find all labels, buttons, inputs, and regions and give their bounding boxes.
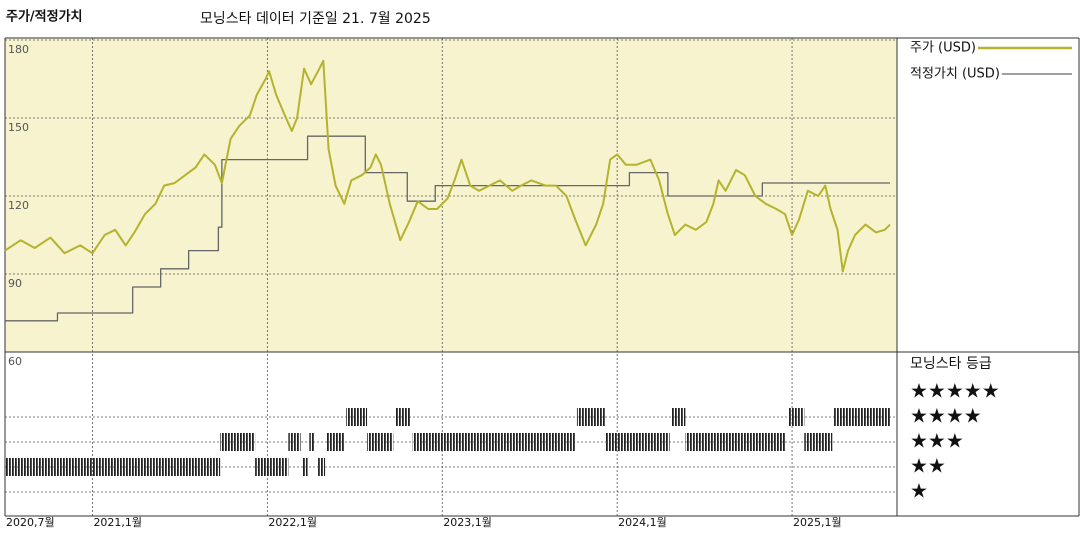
rating-bar bbox=[346, 408, 368, 426]
rating-bar bbox=[834, 408, 891, 426]
rating-label: ★★ bbox=[910, 454, 946, 478]
rating-title: 모닝스타 등급 bbox=[910, 356, 992, 372]
rating-bar bbox=[788, 408, 805, 426]
chart-subtitle: 모닝스타 데이터 기준일 21. 7월 2025 bbox=[200, 11, 431, 27]
rating-bar bbox=[220, 433, 256, 451]
plot-background bbox=[5, 38, 897, 352]
series-line bbox=[4, 59, 891, 273]
x-tick-label: 2021,1월 bbox=[93, 516, 142, 529]
rating-bar bbox=[395, 408, 411, 426]
rating-bar bbox=[367, 433, 394, 451]
series-line bbox=[5, 135, 891, 322]
rating-label: ★★★ bbox=[910, 429, 964, 453]
rating-bar bbox=[318, 458, 326, 476]
rating-bar bbox=[288, 433, 301, 451]
x-tick-label: 2022,1월 bbox=[268, 516, 317, 529]
rating-bar bbox=[412, 433, 576, 451]
rating-bar bbox=[804, 433, 833, 451]
rating-bar bbox=[685, 433, 786, 451]
rating-bar bbox=[302, 458, 308, 476]
legend-label: 적정가치 (USD) bbox=[910, 67, 1000, 82]
rating-bar bbox=[326, 433, 345, 451]
y-tick-label: 150 bbox=[8, 121, 29, 134]
y-tick-label: 120 bbox=[8, 199, 29, 212]
x-tick-label: 2020,7월 bbox=[6, 516, 55, 529]
y-tick-label: 180 bbox=[8, 43, 29, 56]
rating-bar bbox=[5, 458, 221, 476]
rating-bar bbox=[576, 408, 605, 426]
rating-bar bbox=[255, 458, 289, 476]
chart-title: 주가/적정가치 bbox=[6, 9, 83, 25]
x-tick-label: 2023,1월 bbox=[443, 516, 492, 529]
x-tick-label: 2024,1월 bbox=[618, 516, 667, 529]
y-tick-label: 60 bbox=[8, 355, 22, 368]
rating-bar bbox=[604, 433, 670, 451]
rating-label: ★★★★★ bbox=[910, 379, 1000, 403]
rating-label: ★ bbox=[910, 479, 928, 503]
rating-bar bbox=[671, 408, 686, 426]
x-tick-label: 2025,1월 bbox=[793, 516, 842, 529]
rating-label: ★★★★ bbox=[910, 404, 982, 428]
y-tick-label: 90 bbox=[8, 277, 22, 290]
legend-label: 주가 (USD) bbox=[910, 41, 976, 56]
rating-bar bbox=[309, 433, 315, 451]
